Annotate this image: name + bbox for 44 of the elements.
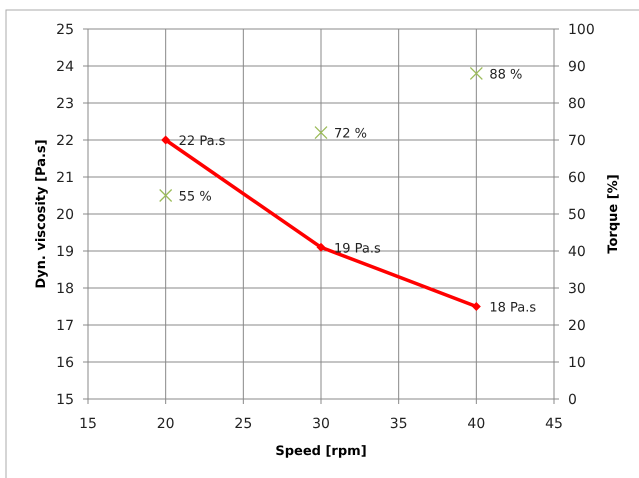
y-tick-label: 22 bbox=[56, 133, 74, 149]
data-label: 19 Pa.s bbox=[334, 241, 382, 256]
y2-tick-label: 60 bbox=[568, 170, 586, 186]
y2-tick-label: 90 bbox=[568, 59, 586, 75]
point bbox=[314, 126, 328, 140]
data-label: 18 Pa.s bbox=[489, 300, 536, 316]
y-tick-label: 23 bbox=[56, 96, 74, 112]
x-tick-label: 45 bbox=[545, 416, 563, 432]
y2-tick-label: 30 bbox=[568, 281, 586, 297]
y-tick-label: 18 bbox=[56, 281, 74, 297]
y-tick-label: 17 bbox=[56, 318, 74, 334]
x-axis-title: Speed [rpm] bbox=[275, 444, 367, 459]
x-tick-label: 40 bbox=[467, 416, 486, 432]
x-tick-label: 20 bbox=[156, 416, 175, 432]
y-tick-label: 20 bbox=[56, 207, 74, 223]
point bbox=[159, 188, 172, 202]
y-tick-label: 24 bbox=[56, 59, 74, 75]
y2-tick-label: 80 bbox=[568, 96, 586, 112]
data-label: 88 % bbox=[489, 67, 522, 82]
y2-tick-label: 0 bbox=[568, 392, 577, 408]
y2-tick-label: 50 bbox=[568, 207, 586, 223]
y-tick-label: 19 bbox=[56, 244, 74, 260]
data-label: 72 % bbox=[334, 126, 368, 142]
x-tick-label: 35 bbox=[390, 416, 408, 432]
y2-tick-label: 100 bbox=[568, 22, 595, 38]
x-tick-label: 30 bbox=[312, 416, 330, 432]
data-label: 22 Pa.s bbox=[178, 134, 226, 149]
y2-axis-title: Torque [%] bbox=[606, 174, 621, 254]
point bbox=[470, 66, 483, 80]
point bbox=[472, 302, 481, 311]
data-label: 55 % bbox=[178, 190, 212, 204]
y-tick-label: 25 bbox=[56, 22, 74, 38]
y-tick-label: 15 bbox=[56, 392, 74, 408]
x-tick-label: 15 bbox=[79, 416, 97, 432]
y-tick-label: 16 bbox=[56, 355, 74, 371]
x-tick-label: 25 bbox=[234, 416, 252, 432]
y2-tick-label: 70 bbox=[568, 133, 586, 149]
y2-tick-label: 20 bbox=[568, 318, 586, 334]
point bbox=[316, 242, 326, 252]
y2-tick-label: 40 bbox=[568, 244, 586, 260]
y-axis-title: Dyn. viscosity [Pa.s] bbox=[34, 139, 49, 289]
y-tick-label: 21 bbox=[56, 170, 74, 186]
y2-tick-label: 10 bbox=[568, 355, 586, 371]
point bbox=[161, 136, 170, 144]
